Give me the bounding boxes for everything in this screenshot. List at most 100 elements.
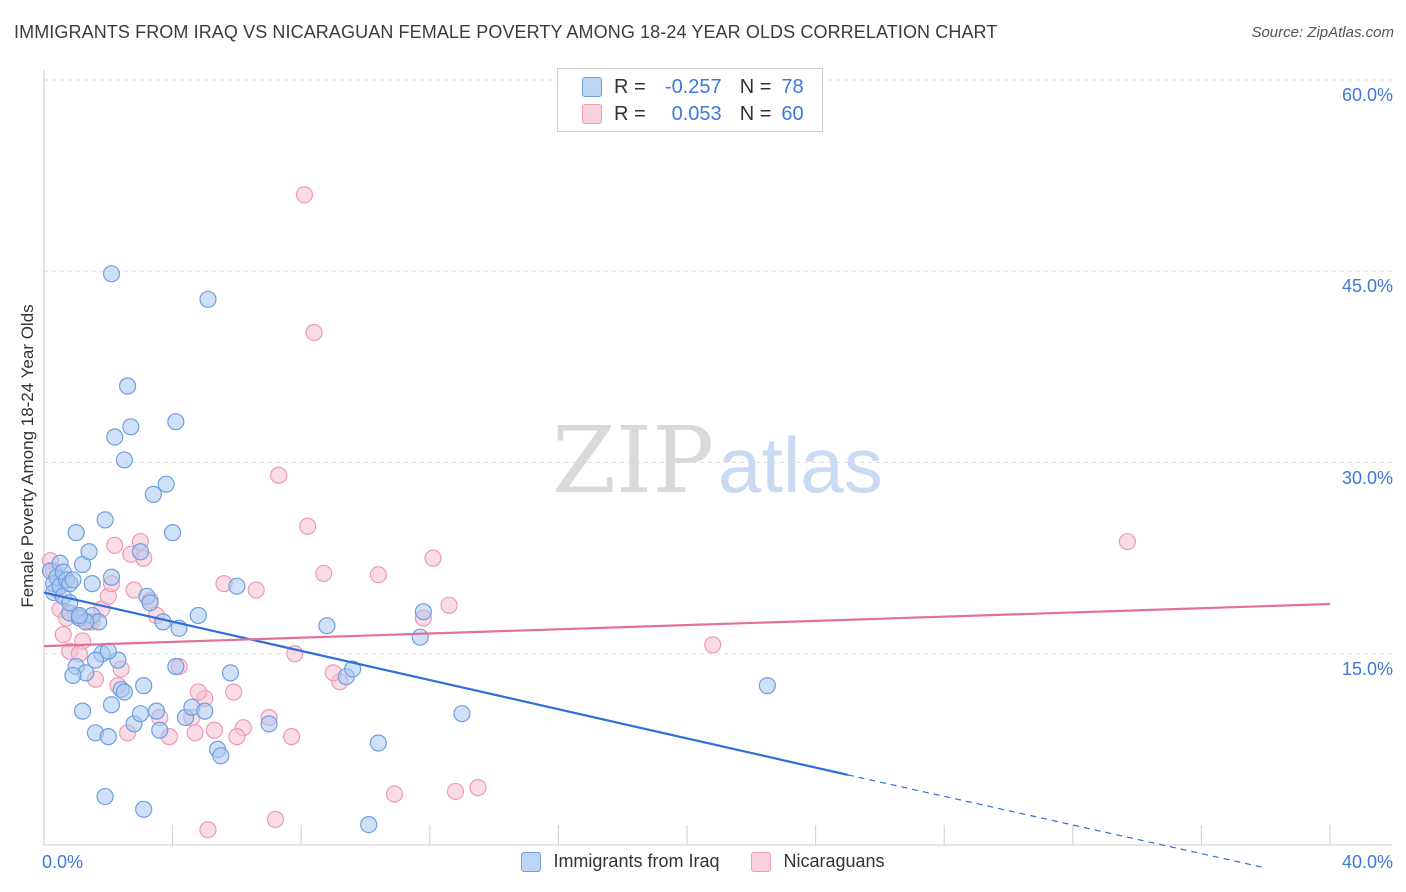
iraq-point-29 <box>115 451 133 469</box>
y-axis-title: Female Poverty Among 18-24 Year Olds <box>18 304 37 608</box>
nicaraguans-point-31 <box>299 517 317 535</box>
iraq-point-33 <box>131 543 150 561</box>
gridlines <box>44 79 1392 655</box>
y-tick-label-3: 60.0% <box>1341 85 1393 105</box>
trend-line-iraq-extrapolated <box>847 774 1266 869</box>
legend-item-iraq[interactable]: Immigrants from Iraq <box>521 851 719 872</box>
series-legend: Immigrants from Iraq Nicaraguans <box>0 851 1406 872</box>
legend-r-value: 0.053 <box>671 102 722 125</box>
nicaraguans-point-46 <box>189 683 207 701</box>
iraq-point-16 <box>73 702 92 720</box>
nicaraguans-point-55 <box>186 724 204 742</box>
iraq-point-30 <box>118 377 137 395</box>
iraq-point-34 <box>135 677 153 695</box>
nicaraguans-point-25 <box>225 683 243 701</box>
y-tick-label-1: 30.0% <box>1341 467 1393 488</box>
iraq-point-66 <box>115 683 133 701</box>
watermark: ZIP atlas <box>552 407 883 514</box>
iraq-point-52 <box>228 577 246 595</box>
legend-swatch-blue <box>521 851 542 872</box>
legend-swatch-pink <box>751 851 772 872</box>
iraq-point-25 <box>102 568 121 586</box>
iraq-point-39 <box>151 721 169 739</box>
iraq-point-37 <box>144 485 162 503</box>
legend-n-value: 78 <box>781 75 804 98</box>
iraq-point-53 <box>260 715 278 733</box>
nicaraguans-point-34 <box>369 566 387 584</box>
x-tick-label-max: 40.0% <box>1341 852 1393 872</box>
legend-row-iraq: R = -0.257 N = 78 <box>582 75 804 99</box>
iraq-point-23 <box>96 511 114 529</box>
iraq-point-76 <box>86 651 105 669</box>
nicaraguans-point-4 <box>54 626 72 644</box>
iraq-point-73 <box>199 290 217 308</box>
iraq-point-59 <box>414 603 432 621</box>
iraq-point-67 <box>131 705 150 723</box>
iraq-point-42 <box>164 524 182 542</box>
axes <box>43 70 1392 846</box>
iraq-point-61 <box>758 677 776 695</box>
iraq-point-69 <box>96 787 114 806</box>
legend-row-nicaraguans: R = 0.053 N = 60 <box>582 102 804 126</box>
iraq-point-75 <box>102 696 121 714</box>
legend-r-label: R = <box>614 102 646 125</box>
iraq-point-70 <box>135 800 153 818</box>
y-tick-label-2: 45.0% <box>1341 276 1393 297</box>
chart-title: IMMIGRANTS FROM IRAQ VS NICARAGUAN FEMAL… <box>14 22 998 42</box>
nicaraguans-point-32 <box>315 564 333 583</box>
nicaraguans-point-40 <box>295 186 314 204</box>
watermark-atlas: atlas <box>718 421 883 509</box>
y-tick-label-0: 15.0% <box>1341 658 1393 679</box>
iraq-point-56 <box>344 660 362 678</box>
iraq-point-48 <box>196 702 214 720</box>
iraq-point-51 <box>221 664 240 682</box>
nicaraguans-point-29 <box>270 466 288 484</box>
nicaraguans-point-41 <box>305 323 323 342</box>
correlation-legend: R = -0.257 N = 78 R = 0.053 N = 60 <box>557 68 823 132</box>
legend-label-nicaraguans: Nicaraguans <box>783 851 885 871</box>
iraq-point-54 <box>318 617 336 635</box>
iraq-point-26 <box>106 428 124 446</box>
iraq-point-12 <box>67 524 85 542</box>
legend-swatch-pink <box>582 104 602 124</box>
iraq-point-62 <box>64 666 82 685</box>
trend-line-nicaraguans <box>43 602 1331 648</box>
nicaraguans-point-44 <box>424 549 442 567</box>
legend-item-nicaraguans[interactable]: Nicaraguans <box>751 851 885 872</box>
legend-n-label: N = <box>739 75 772 98</box>
legend-swatch-blue <box>582 77 602 97</box>
iraq-point-41 <box>157 475 175 493</box>
iraq-point-50 <box>212 747 230 765</box>
iraq-point-38 <box>147 702 166 720</box>
source-attribution: Source: ZipAtlas.com <box>1251 24 1394 41</box>
nicaraguans-point-47 <box>228 728 246 746</box>
iraq-point-68 <box>70 606 88 625</box>
nicaraguans-point-30 <box>282 728 301 746</box>
nicaraguans-point-37 <box>440 596 458 614</box>
iraq-point-72 <box>102 265 121 283</box>
nicaraguans-point-43 <box>1118 532 1137 551</box>
x-tick-label-min: 0.0% <box>42 852 84 872</box>
nicaraguans-point-23 <box>205 721 223 739</box>
iraq-point-60 <box>453 705 471 723</box>
nicaraguans-point-42 <box>704 636 722 654</box>
legend-r-label: R = <box>614 75 646 98</box>
nicaraguans-point-35 <box>385 785 404 803</box>
iraq-point-31 <box>122 418 140 436</box>
trend-lines <box>43 591 1331 869</box>
iraq-point-24 <box>99 728 117 746</box>
legend-r-value: -0.257 <box>664 75 722 98</box>
legend-n-value: 60 <box>781 102 804 125</box>
nicaraguans-point-53 <box>199 821 217 839</box>
iraq-point-47 <box>189 606 207 625</box>
legend-n-label: N = <box>739 102 772 125</box>
iraq-point-18 <box>80 543 98 561</box>
nicaraguans-point-27 <box>247 581 265 599</box>
iraq-point-36 <box>141 594 159 612</box>
iraq-point-74 <box>167 413 185 431</box>
iraq-point-71 <box>360 815 378 834</box>
iraq-point-43 <box>167 657 185 676</box>
nicaraguans-point-12 <box>106 536 124 554</box>
legend-label-iraq: Immigrants from Iraq <box>553 851 720 871</box>
